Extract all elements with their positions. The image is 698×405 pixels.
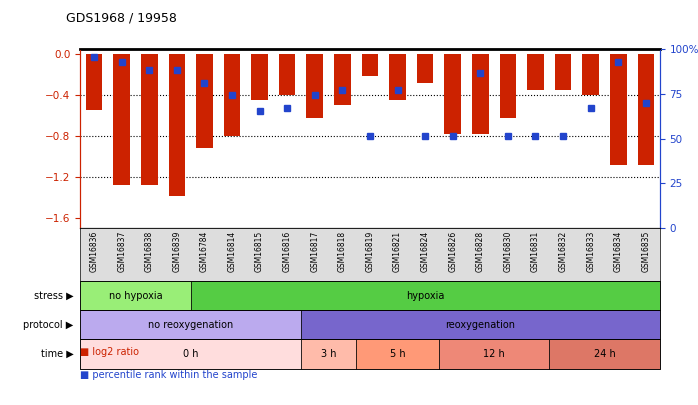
Text: GSM16834: GSM16834 (614, 230, 623, 272)
Text: GSM16821: GSM16821 (393, 230, 402, 272)
Text: 5 h: 5 h (389, 349, 406, 359)
Bar (196, 54, 213, 148)
Bar (362, 54, 378, 77)
Text: GSM16832: GSM16832 (558, 230, 567, 272)
Bar (527, 54, 544, 90)
Text: GSM16817: GSM16817 (311, 230, 319, 272)
Bar (582, 54, 599, 95)
Bar (113, 54, 130, 185)
Text: GSM16815: GSM16815 (255, 230, 264, 272)
Text: GDS1968 / 19958: GDS1968 / 19958 (66, 11, 177, 24)
Text: ■ log2 ratio: ■ log2 ratio (80, 347, 140, 357)
Bar (251, 54, 268, 100)
Text: GSM16830: GSM16830 (503, 230, 512, 272)
Bar (417, 54, 433, 83)
Text: 24 h: 24 h (593, 349, 616, 359)
Text: GSM16816: GSM16816 (283, 230, 292, 272)
Bar (224, 54, 240, 136)
Text: time ▶: time ▶ (40, 349, 73, 359)
Text: GSM16828: GSM16828 (476, 230, 485, 272)
Text: reoxygenation: reoxygenation (445, 320, 515, 330)
Text: GSM16837: GSM16837 (117, 230, 126, 272)
Bar (141, 54, 158, 185)
Text: no hypoxia: no hypoxia (109, 291, 162, 301)
Bar (637, 54, 654, 165)
Text: 3 h: 3 h (321, 349, 336, 359)
Text: ■ percentile rank within the sample: ■ percentile rank within the sample (80, 370, 258, 379)
Text: GSM16784: GSM16784 (200, 230, 209, 272)
Text: hypoxia: hypoxia (406, 291, 445, 301)
Text: 0 h: 0 h (183, 349, 198, 359)
Text: stress ▶: stress ▶ (34, 291, 73, 301)
Bar (555, 54, 572, 90)
Text: GSM16826: GSM16826 (448, 230, 457, 272)
Text: GSM16818: GSM16818 (338, 230, 347, 272)
Bar (472, 54, 489, 134)
Text: GSM16838: GSM16838 (144, 230, 154, 272)
Text: GSM16819: GSM16819 (366, 230, 374, 272)
Bar (168, 54, 185, 196)
Bar (445, 54, 461, 134)
Text: GSM16831: GSM16831 (531, 230, 540, 272)
Text: GSM16824: GSM16824 (421, 230, 429, 272)
Bar (610, 54, 627, 165)
Bar (86, 54, 103, 110)
Text: GSM16835: GSM16835 (641, 230, 651, 272)
Bar (334, 54, 350, 105)
Text: 12 h: 12 h (483, 349, 505, 359)
Bar (500, 54, 516, 119)
Text: GSM16833: GSM16833 (586, 230, 595, 272)
Text: GSM16836: GSM16836 (89, 230, 98, 272)
Bar (306, 54, 323, 119)
Text: GSM16814: GSM16814 (228, 230, 237, 272)
Text: GSM16839: GSM16839 (172, 230, 181, 272)
Bar (389, 54, 406, 100)
Bar (279, 54, 295, 95)
Text: protocol ▶: protocol ▶ (23, 320, 73, 330)
Text: no reoxygenation: no reoxygenation (148, 320, 233, 330)
